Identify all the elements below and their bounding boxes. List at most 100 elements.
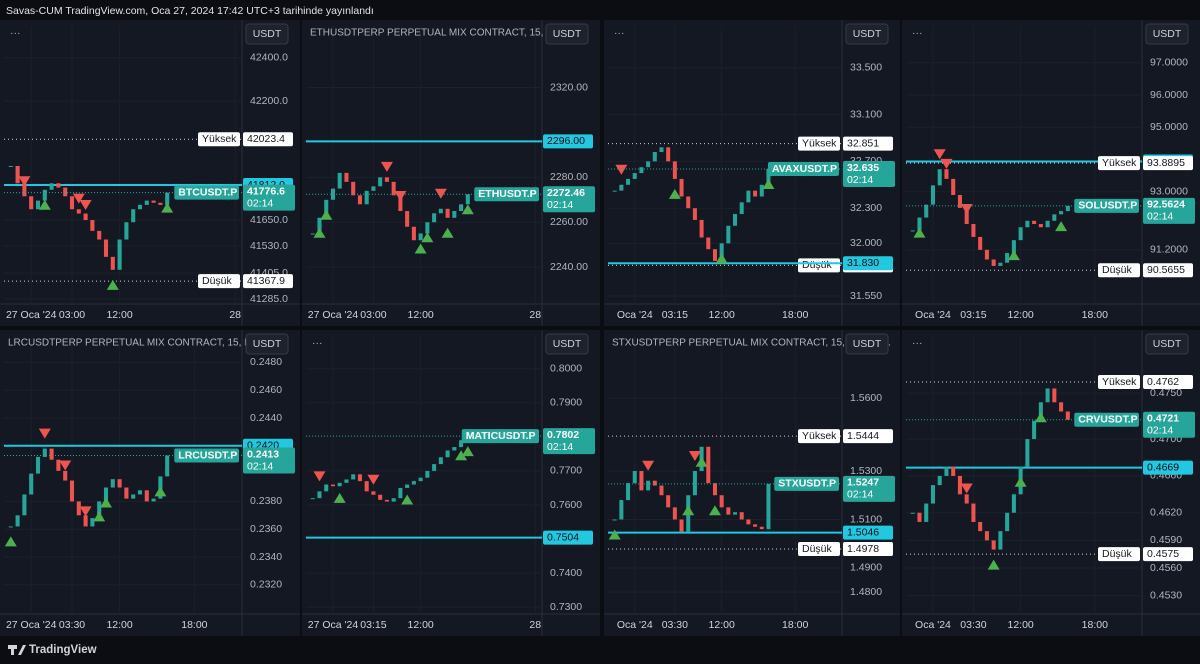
level-name-box bbox=[198, 274, 240, 289]
candle bbox=[951, 178, 956, 195]
y-tick-label: 91.2000 bbox=[1150, 244, 1188, 256]
candle bbox=[1045, 220, 1050, 228]
y-tick-label: 0.4560 bbox=[1150, 562, 1182, 574]
countdown: 02:14 bbox=[847, 174, 873, 186]
candle bbox=[29, 473, 34, 495]
level-tag bbox=[843, 525, 893, 540]
level-name-box bbox=[198, 132, 240, 147]
x-tick-label: 18:00 bbox=[1082, 619, 1108, 631]
buy-signal bbox=[1014, 476, 1027, 487]
candle bbox=[619, 184, 624, 191]
candle bbox=[117, 239, 122, 270]
last-price-value: 0.4721 bbox=[1147, 413, 1179, 425]
last-price-value: 0.2413 bbox=[247, 448, 279, 460]
candle bbox=[97, 230, 102, 240]
candle bbox=[76, 501, 81, 516]
candle bbox=[131, 494, 136, 499]
candle bbox=[733, 214, 738, 226]
candle bbox=[679, 178, 684, 197]
x-tick-label: 27 Oca '24 bbox=[6, 619, 57, 631]
candle bbox=[425, 470, 430, 478]
x-tick-label: 12:00 bbox=[1007, 309, 1033, 321]
level-tag bbox=[543, 134, 593, 149]
symbol-label: AVAXUSDT.P bbox=[772, 163, 837, 175]
y-tick-label: 0.7900 bbox=[550, 397, 582, 409]
sell-signal bbox=[367, 474, 380, 485]
candle bbox=[103, 239, 109, 257]
x-tick-label: 28 bbox=[229, 309, 241, 321]
last-price-tag bbox=[1143, 197, 1195, 224]
x-tick-label: 12:00 bbox=[106, 619, 132, 631]
x-tick-label: 28 bbox=[529, 309, 541, 321]
y-tick-label: 1.4800 bbox=[850, 586, 882, 598]
chart-panel: 42400.042200.041650.041530.041405.041285… bbox=[0, 20, 300, 326]
candle bbox=[971, 503, 976, 522]
y-tick-label: 1.4900 bbox=[850, 562, 882, 574]
last-price-tag bbox=[243, 447, 295, 474]
sell-signal bbox=[79, 506, 92, 517]
buy-signal bbox=[1034, 412, 1047, 423]
candle bbox=[659, 147, 664, 153]
candle bbox=[719, 495, 724, 508]
last-price-tag bbox=[543, 186, 595, 213]
buy-signal bbox=[715, 253, 728, 264]
candle bbox=[317, 491, 322, 499]
level-name: Düşük bbox=[1102, 548, 1133, 560]
candle bbox=[944, 169, 949, 179]
y-tick-label: 1.5100 bbox=[850, 513, 882, 525]
candle bbox=[165, 455, 170, 477]
symbol-label: STXUSDT.P bbox=[778, 478, 836, 490]
candle bbox=[1052, 214, 1057, 221]
countdown: 02:14 bbox=[1147, 211, 1173, 223]
candle bbox=[753, 190, 758, 197]
candle bbox=[639, 471, 644, 491]
chart-panel: 33.50033.10032.70032.30032.00031.550Oca … bbox=[604, 20, 900, 326]
candle bbox=[131, 209, 136, 223]
candle bbox=[672, 161, 677, 179]
candle bbox=[398, 487, 403, 499]
candle bbox=[632, 471, 637, 484]
candle bbox=[351, 474, 356, 480]
level-name-box bbox=[1098, 263, 1140, 278]
candle bbox=[1038, 224, 1043, 228]
y-tick-label: 0.8000 bbox=[550, 362, 582, 374]
candle bbox=[951, 466, 956, 476]
last-price-value: 32.635 bbox=[847, 162, 879, 174]
level-tag bbox=[843, 542, 893, 557]
candle bbox=[733, 512, 738, 515]
y-tick-label: 0.4590 bbox=[1150, 534, 1182, 546]
candle bbox=[56, 459, 61, 471]
y-tick-label: 0.2360 bbox=[250, 523, 282, 535]
candle bbox=[1005, 512, 1010, 532]
candle bbox=[378, 177, 383, 187]
candle bbox=[991, 540, 996, 550]
level-value: 1.5046 bbox=[847, 526, 879, 538]
candle bbox=[384, 499, 389, 502]
candle bbox=[1032, 420, 1037, 440]
candle bbox=[726, 225, 731, 244]
symbol-label: MATICUSDT.P bbox=[466, 430, 536, 442]
candle bbox=[612, 190, 617, 192]
candle bbox=[998, 531, 1003, 550]
candle bbox=[90, 220, 95, 231]
candle bbox=[22, 183, 27, 197]
candle bbox=[766, 483, 771, 530]
x-tick-label: 12:00 bbox=[709, 619, 735, 631]
y-tick-label: 2320.00 bbox=[550, 81, 588, 93]
buy-signal bbox=[682, 505, 695, 516]
x-tick-label: 27 Oca '24 bbox=[308, 619, 359, 631]
last-price-tag bbox=[843, 475, 895, 502]
y-tick-label: 2260.00 bbox=[550, 216, 588, 228]
level-name-box bbox=[798, 258, 840, 273]
candle bbox=[726, 507, 731, 515]
candle bbox=[330, 484, 335, 487]
sell-signal bbox=[960, 483, 973, 494]
level-name-box bbox=[798, 429, 840, 444]
level-name: Yüksek bbox=[802, 430, 837, 442]
last-price-value: 41776.6 bbox=[247, 185, 285, 197]
candle bbox=[652, 480, 657, 486]
candle bbox=[998, 262, 1003, 266]
level-name: Düşük bbox=[1102, 264, 1133, 276]
x-tick-label: 03:15 bbox=[960, 309, 986, 321]
